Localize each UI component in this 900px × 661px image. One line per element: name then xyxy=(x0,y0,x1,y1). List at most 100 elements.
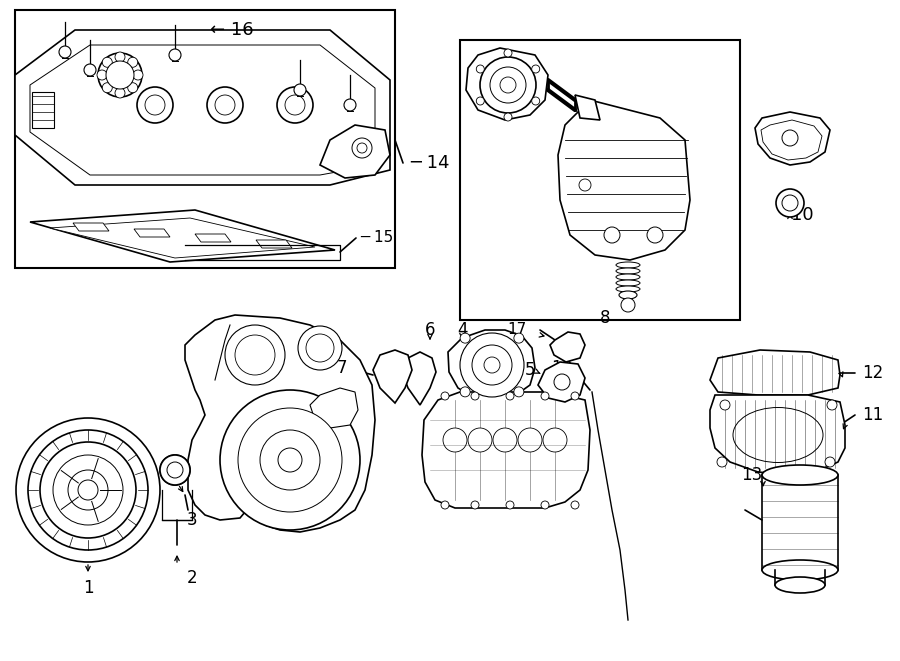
Circle shape xyxy=(604,227,620,243)
Polygon shape xyxy=(422,392,590,508)
Bar xyxy=(32,92,54,128)
Ellipse shape xyxy=(128,58,138,67)
Circle shape xyxy=(225,325,285,385)
Ellipse shape xyxy=(103,58,112,67)
Polygon shape xyxy=(761,120,822,160)
Circle shape xyxy=(352,138,372,158)
Text: 1: 1 xyxy=(83,579,94,597)
Circle shape xyxy=(441,501,449,509)
Circle shape xyxy=(504,49,512,57)
Ellipse shape xyxy=(128,83,138,93)
Polygon shape xyxy=(710,395,845,475)
Circle shape xyxy=(504,113,512,121)
Circle shape xyxy=(460,333,524,397)
Circle shape xyxy=(167,462,183,478)
Polygon shape xyxy=(466,48,548,120)
Circle shape xyxy=(306,334,334,362)
Circle shape xyxy=(160,455,190,485)
Circle shape xyxy=(28,430,148,550)
Circle shape xyxy=(235,335,275,375)
Ellipse shape xyxy=(616,280,640,286)
Circle shape xyxy=(40,442,136,538)
Ellipse shape xyxy=(616,268,640,274)
Text: 4: 4 xyxy=(456,321,467,339)
Circle shape xyxy=(16,418,160,562)
Text: 5: 5 xyxy=(525,361,535,379)
Polygon shape xyxy=(755,112,830,165)
Ellipse shape xyxy=(619,291,637,299)
Circle shape xyxy=(78,480,98,500)
Circle shape xyxy=(532,65,540,73)
Polygon shape xyxy=(320,125,390,178)
Circle shape xyxy=(480,57,536,113)
Circle shape xyxy=(260,430,320,490)
Polygon shape xyxy=(558,100,690,260)
Circle shape xyxy=(169,49,181,61)
Circle shape xyxy=(571,392,579,400)
Bar xyxy=(460,40,740,320)
Circle shape xyxy=(472,345,512,385)
Circle shape xyxy=(344,99,356,111)
Polygon shape xyxy=(15,30,390,185)
Circle shape xyxy=(579,179,591,191)
Circle shape xyxy=(782,195,798,211)
Circle shape xyxy=(490,67,526,103)
Circle shape xyxy=(825,457,835,467)
Circle shape xyxy=(98,53,142,97)
Circle shape xyxy=(776,189,804,217)
Circle shape xyxy=(554,374,570,390)
Circle shape xyxy=(59,46,71,58)
Circle shape xyxy=(647,227,663,243)
Text: ← 16: ← 16 xyxy=(211,21,254,39)
Circle shape xyxy=(53,455,123,525)
Text: ─ 14: ─ 14 xyxy=(410,154,449,172)
Text: 13: 13 xyxy=(741,466,762,484)
Circle shape xyxy=(441,392,449,400)
Circle shape xyxy=(285,95,305,115)
Circle shape xyxy=(782,130,798,146)
Circle shape xyxy=(541,392,549,400)
Ellipse shape xyxy=(616,274,640,280)
Text: 3: 3 xyxy=(186,511,197,529)
Ellipse shape xyxy=(97,70,107,80)
Text: 10: 10 xyxy=(791,206,814,224)
Text: 6: 6 xyxy=(425,321,436,339)
Text: 2: 2 xyxy=(186,569,197,587)
Bar xyxy=(15,10,395,268)
Polygon shape xyxy=(310,388,358,428)
Polygon shape xyxy=(50,218,315,258)
Polygon shape xyxy=(134,229,170,237)
Circle shape xyxy=(294,84,306,96)
Polygon shape xyxy=(73,223,109,231)
Circle shape xyxy=(460,333,470,343)
Circle shape xyxy=(68,470,108,510)
Text: 11: 11 xyxy=(862,406,883,424)
Polygon shape xyxy=(256,240,292,248)
Ellipse shape xyxy=(616,286,640,292)
Circle shape xyxy=(500,77,516,93)
Circle shape xyxy=(298,326,342,370)
Circle shape xyxy=(471,501,479,509)
Circle shape xyxy=(443,428,467,452)
Ellipse shape xyxy=(762,560,838,580)
Circle shape xyxy=(137,87,173,123)
Polygon shape xyxy=(30,45,375,175)
Circle shape xyxy=(621,298,635,312)
Polygon shape xyxy=(575,95,600,120)
Text: 9: 9 xyxy=(796,139,808,157)
Circle shape xyxy=(84,64,96,76)
Circle shape xyxy=(532,97,540,105)
Text: 18: 18 xyxy=(552,359,572,377)
Ellipse shape xyxy=(115,52,125,62)
Circle shape xyxy=(571,501,579,509)
Text: 12: 12 xyxy=(862,364,883,382)
Circle shape xyxy=(277,87,313,123)
Polygon shape xyxy=(195,234,231,242)
Circle shape xyxy=(238,408,342,512)
Circle shape xyxy=(543,428,567,452)
Circle shape xyxy=(468,428,492,452)
Circle shape xyxy=(476,65,484,73)
Polygon shape xyxy=(710,350,840,395)
Circle shape xyxy=(160,455,190,485)
Polygon shape xyxy=(373,350,412,403)
